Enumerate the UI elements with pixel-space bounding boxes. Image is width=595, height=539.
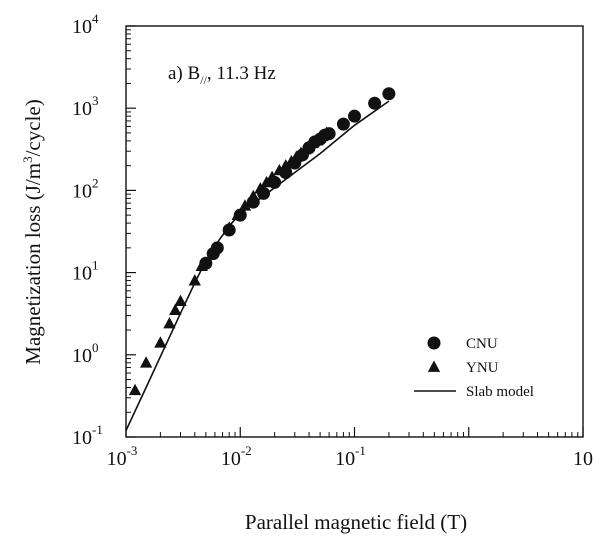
ynu-point bbox=[223, 221, 236, 233]
y-tick-label: 103 bbox=[72, 93, 99, 120]
ynu-point bbox=[238, 199, 252, 211]
x-axis-title: Parallel magnetic field (T) bbox=[245, 510, 467, 534]
legend-label: YNU bbox=[466, 360, 499, 376]
ynu-point bbox=[154, 336, 167, 348]
ynu-point bbox=[279, 159, 292, 171]
cnu-point bbox=[382, 87, 396, 101]
y-tick-label: 102 bbox=[72, 175, 99, 202]
y-tick-label: 100 bbox=[72, 340, 99, 367]
major-ticks bbox=[125, 25, 584, 438]
ynu-point bbox=[169, 303, 182, 315]
ynu-point bbox=[174, 294, 187, 306]
cnu-point bbox=[336, 117, 350, 131]
plot-frame bbox=[125, 25, 584, 438]
plot-border bbox=[125, 25, 584, 438]
legend-label: Slab model bbox=[466, 384, 534, 400]
minor-ticks bbox=[126, 29, 579, 437]
y-tick-labels: 10-1 100 101 102 103 104 bbox=[72, 11, 103, 449]
ynu-point bbox=[208, 241, 222, 253]
ynu-point bbox=[247, 189, 260, 202]
ynu-point bbox=[188, 274, 201, 286]
x-tick-label: 10-3 bbox=[107, 443, 138, 470]
ynu-point bbox=[231, 208, 244, 221]
x-tick-label: 10-2 bbox=[221, 443, 252, 470]
ynu-point bbox=[195, 259, 208, 271]
legend-label: CNU bbox=[466, 336, 498, 352]
ynu-point bbox=[139, 356, 153, 368]
slab-model-line bbox=[125, 100, 390, 431]
cnu-point bbox=[348, 109, 361, 123]
ynu-point bbox=[128, 383, 142, 396]
y-tick-label: 10-1 bbox=[72, 422, 103, 449]
x-tick-label: 10-1 bbox=[335, 443, 366, 470]
cnu-point bbox=[368, 96, 382, 110]
legend-cnu-marker bbox=[427, 336, 441, 350]
series-layer bbox=[125, 87, 396, 431]
legend-ynu-marker bbox=[427, 360, 441, 372]
panel-annotation: a) B//, 11.3 Hz bbox=[168, 63, 276, 87]
y-tick-label: 104 bbox=[72, 11, 99, 38]
ynu-point bbox=[320, 126, 333, 138]
y-tick-label: 101 bbox=[72, 258, 99, 285]
ynu-point bbox=[163, 317, 176, 329]
ynu-point bbox=[273, 163, 286, 176]
x-tick-label: 10 bbox=[573, 448, 593, 470]
ynu-point bbox=[265, 170, 279, 183]
y-axis-title: Magnetization loss (J/m3/cycle) bbox=[20, 99, 45, 364]
legend: CNU YNU Slab model bbox=[414, 336, 534, 400]
x-tick-labels: 10-3 10-2 10-1 10 bbox=[107, 443, 593, 470]
ynu-point bbox=[254, 182, 267, 194]
